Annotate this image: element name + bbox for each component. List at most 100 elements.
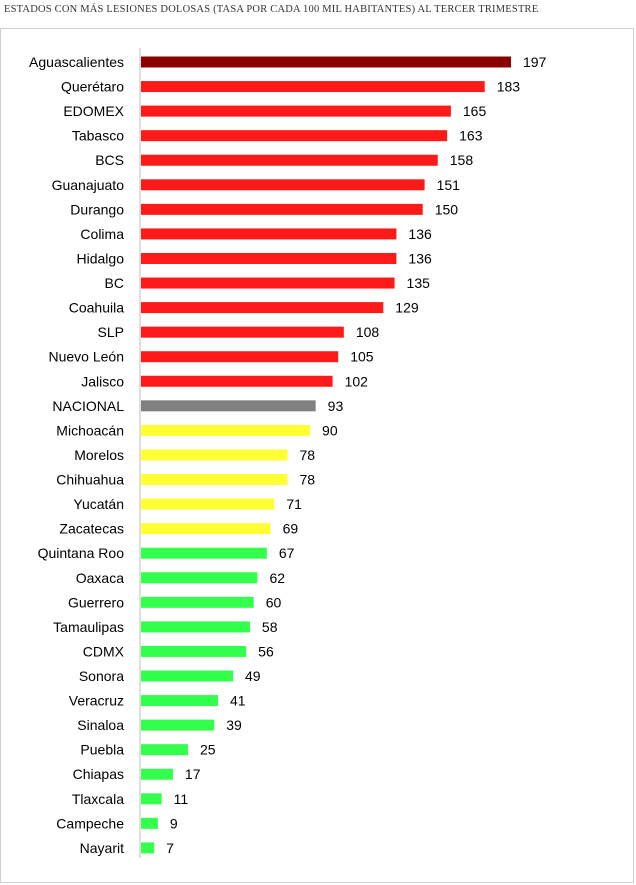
category-label: Durango [70, 201, 124, 217]
bar [141, 793, 162, 805]
data-label: 129 [395, 300, 419, 316]
data-label: 11 [174, 791, 189, 807]
bar [141, 670, 234, 682]
category-label: Chihuahua [56, 472, 124, 488]
bar [141, 645, 247, 657]
bar [141, 277, 395, 289]
bar [141, 228, 397, 240]
bar [141, 424, 311, 436]
data-label: 39 [226, 717, 242, 733]
data-label: 90 [322, 422, 338, 438]
category-label: BCS [95, 152, 124, 168]
data-label: 165 [463, 103, 487, 119]
data-label: 105 [350, 349, 374, 365]
bar [141, 179, 425, 191]
bar [141, 474, 288, 486]
bar [141, 81, 485, 93]
category-label: Hidalgo [77, 250, 125, 266]
data-label: 56 [258, 643, 274, 659]
category-label: Quintana Roo [38, 545, 125, 561]
bar [141, 744, 188, 756]
data-label: 135 [407, 275, 431, 291]
bar [141, 572, 258, 584]
category-label: Tlaxcala [72, 791, 124, 807]
data-label: 67 [279, 545, 295, 561]
data-label: 108 [356, 324, 380, 340]
bar [141, 621, 250, 633]
bar [141, 252, 397, 264]
category-label: Sinaloa [77, 717, 124, 733]
bar [141, 719, 215, 731]
category-label: SLP [98, 324, 124, 340]
data-label: 150 [435, 201, 459, 217]
category-label: EDOMEX [63, 103, 124, 119]
bar [141, 842, 155, 854]
bar-chart: Aguascalientes 197 Querétaro 183 EDOMEX 165 Ta… [29, 48, 547, 858]
bar [141, 695, 219, 707]
category-label: BC [105, 275, 124, 291]
data-label: 136 [408, 226, 432, 242]
bar [141, 154, 438, 166]
bar [141, 203, 423, 215]
category-label: Tabasco [72, 128, 124, 144]
bar [141, 326, 344, 338]
category-label: Morelos [74, 447, 124, 463]
data-label: 151 [437, 177, 461, 193]
category-label: Querétaro [61, 79, 124, 95]
data-label: 102 [345, 373, 369, 389]
data-label: 9 [170, 815, 178, 831]
category-label: Guerrero [68, 594, 124, 610]
category-label: CDMX [83, 643, 125, 659]
data-label: 62 [269, 570, 285, 586]
category-label: Coahuila [69, 300, 124, 316]
category-label: Chiapas [73, 766, 124, 782]
data-label: 41 [230, 693, 246, 709]
data-label: 136 [408, 250, 432, 266]
data-label: 49 [245, 668, 261, 684]
chart-frame [0, 28, 634, 883]
bar [141, 449, 288, 461]
bar [141, 400, 316, 412]
bar [141, 375, 333, 387]
category-label: NACIONAL [52, 398, 124, 414]
bar [141, 817, 158, 829]
category-label: Nuevo León [48, 349, 124, 365]
category-label: Colima [80, 226, 124, 242]
category-label: Campeche [56, 815, 124, 831]
data-label: 163 [459, 128, 483, 144]
category-label: Michoacán [56, 422, 124, 438]
category-label: Jalisco [81, 373, 124, 389]
data-label: 17 [185, 766, 201, 782]
data-label: 71 [286, 496, 302, 512]
category-label: Aguascalientes [29, 54, 124, 70]
category-label: Zacatecas [59, 521, 124, 537]
data-label: 183 [497, 79, 521, 95]
data-label: 93 [328, 398, 344, 414]
category-label: Yucatán [73, 496, 124, 512]
category-label: Guanajuato [52, 177, 125, 193]
category-label: Tamaulipas [53, 619, 124, 635]
chart-title: ESTADOS CON MÁS LESIONES DOLOSAS (TASA P… [4, 4, 539, 15]
category-label: Oaxaca [76, 570, 124, 586]
bar [141, 302, 384, 314]
bar [141, 498, 275, 510]
category-label: Sonora [79, 668, 124, 684]
data-label: 158 [450, 152, 474, 168]
category-label: Puebla [80, 742, 124, 758]
data-label: 7 [166, 840, 174, 856]
data-label: 78 [299, 447, 315, 463]
bar [141, 523, 271, 535]
bar [141, 56, 511, 68]
data-label: 60 [266, 594, 282, 610]
bar [141, 547, 267, 559]
bar [141, 105, 451, 117]
bar [141, 351, 339, 363]
bar [141, 768, 173, 780]
data-label: 78 [299, 472, 315, 488]
data-label: 197 [523, 54, 547, 70]
bar [141, 130, 448, 142]
data-label: 25 [200, 742, 216, 758]
category-label: Veracruz [69, 693, 124, 709]
data-label: 69 [283, 521, 299, 537]
category-label: Nayarit [80, 840, 124, 856]
